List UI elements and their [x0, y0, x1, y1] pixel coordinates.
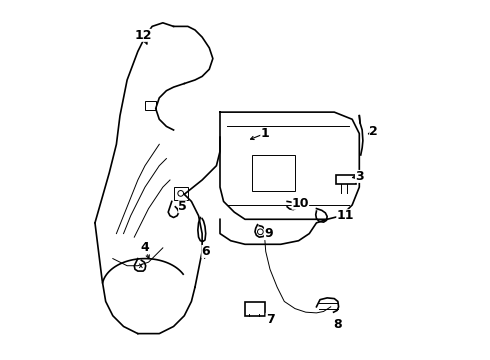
Text: 12: 12 — [134, 29, 152, 42]
Text: 4: 4 — [141, 241, 149, 255]
Text: 5: 5 — [178, 200, 187, 213]
Text: 8: 8 — [334, 318, 342, 331]
Text: 10: 10 — [292, 197, 309, 210]
Text: 1: 1 — [260, 127, 269, 140]
Text: 6: 6 — [201, 245, 210, 258]
Bar — [145, 102, 156, 111]
Text: 11: 11 — [336, 209, 354, 222]
Text: 7: 7 — [266, 313, 274, 326]
Bar — [336, 175, 356, 184]
Bar — [245, 302, 265, 316]
Bar — [173, 187, 188, 200]
Text: 2: 2 — [369, 125, 378, 138]
Text: 9: 9 — [264, 227, 272, 240]
Bar — [252, 155, 295, 191]
Text: 3: 3 — [355, 170, 364, 183]
